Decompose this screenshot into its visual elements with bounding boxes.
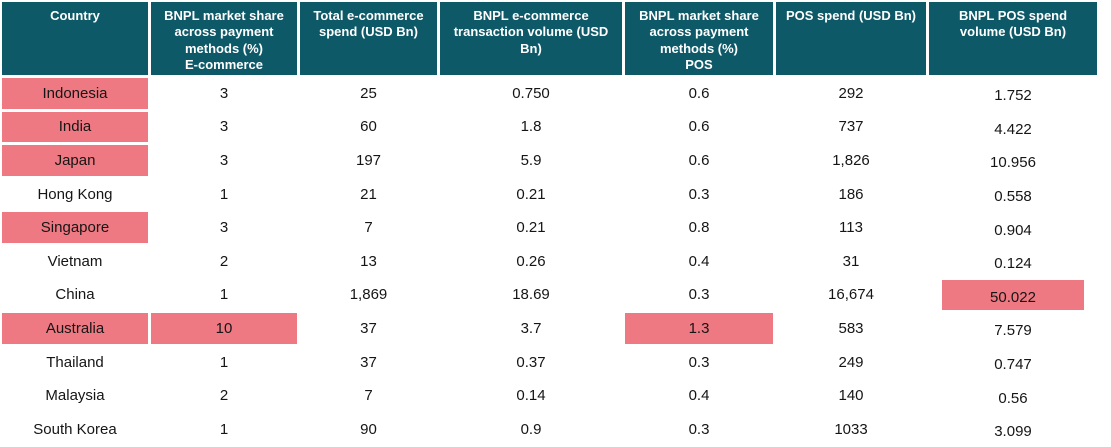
value-cell: 0.747 <box>929 346 1097 378</box>
value-cell: 4.422 <box>929 111 1097 143</box>
value-cell: 3.7 <box>440 313 622 344</box>
value-cell: 1.8 <box>440 111 622 143</box>
value-cell: 37 <box>300 346 437 378</box>
value-cell: 1 <box>151 346 297 378</box>
value-cell: 3.099 <box>929 413 1097 445</box>
column-header-sublabel: E-commerce <box>184 56 264 72</box>
value-cell: 1,869 <box>300 279 437 311</box>
value-cell: 2 <box>151 380 297 411</box>
country-cell: South Korea <box>2 413 148 445</box>
column-header-label: BNPL market share across payment methods… <box>639 8 759 56</box>
value-cell: 140 <box>776 380 926 411</box>
value-cell: 25 <box>300 78 437 109</box>
value-cell: 292 <box>776 78 926 109</box>
country-cell: Malaysia <box>2 380 148 411</box>
column-header-label: BNPL POS spend volume (USD Bn) <box>958 8 1068 40</box>
value-cell: 0.6 <box>625 78 773 109</box>
value-cell: 1.3 <box>625 313 773 344</box>
value-cell: 0.14 <box>440 380 622 411</box>
value-cell: 0.21 <box>440 178 622 210</box>
value-cell: 1 <box>151 279 297 311</box>
value-cell: 0.21 <box>440 212 622 243</box>
value-cell: 0.3 <box>625 346 773 378</box>
value-cell: 583 <box>776 313 926 344</box>
column-header: BNPL market share across payment methods… <box>625 2 773 75</box>
column-header-label: Country <box>50 8 100 23</box>
column-header: BNPL market share across payment methods… <box>151 2 297 75</box>
value-cell: 0.6 <box>625 145 773 176</box>
column-header-sublabel: POS <box>685 56 713 72</box>
value-cell: 90 <box>300 413 437 445</box>
value-cell: 2 <box>151 245 297 277</box>
value-cell: 1.752 <box>929 78 1097 109</box>
value-cell: 0.56 <box>929 380 1097 411</box>
value-cell: 16,674 <box>776 279 926 311</box>
value-cell: 5.9 <box>440 145 622 176</box>
value-cell: 60 <box>300 111 437 143</box>
value-cell: 0.37 <box>440 346 622 378</box>
value-cell: 37 <box>300 313 437 344</box>
value-cell: 0.558 <box>929 178 1097 210</box>
column-header: POS spend (USD Bn) <box>776 2 926 75</box>
value-cell: 7 <box>300 212 437 243</box>
value-cell: 1 <box>151 413 297 445</box>
value-cell: 31 <box>776 245 926 277</box>
value-cell: 186 <box>776 178 926 210</box>
value-cell: 1033 <box>776 413 926 445</box>
value-cell: 10.956 <box>929 145 1097 176</box>
value-cell: 0.4 <box>625 380 773 411</box>
column-header: BNPL POS spend volume (USD Bn) <box>929 2 1097 75</box>
value-cell: 0.8 <box>625 212 773 243</box>
value-cell: 3 <box>151 212 297 243</box>
column-header-label: POS spend (USD Bn) <box>785 8 916 23</box>
value-cell: 1,826 <box>776 145 926 176</box>
column-header-label: BNPL e-commerce transaction volume (USD … <box>453 8 609 56</box>
value-cell: 10 <box>151 313 297 344</box>
value-cell: 737 <box>776 111 926 143</box>
value-cell: 0.3 <box>625 413 773 445</box>
value-cell: 3 <box>151 78 297 109</box>
value-cell: 0.3 <box>625 279 773 311</box>
value-cell: 0.124 <box>929 245 1097 277</box>
value-cell: 0.6 <box>625 111 773 143</box>
country-cell: Australia <box>2 313 148 344</box>
country-cell: Indonesia <box>2 78 148 109</box>
value-cell: 0.750 <box>440 78 622 109</box>
value-cell: 1 <box>151 178 297 210</box>
value-cell: 13 <box>300 245 437 277</box>
value-cell: 197 <box>300 145 437 176</box>
column-header: Total e-commerce spend (USD Bn) <box>300 2 437 75</box>
column-header-label: BNPL market share across payment methods… <box>164 8 284 56</box>
value-cell: 21 <box>300 178 437 210</box>
country-cell: Hong Kong <box>2 178 148 210</box>
value-cell: 0.3 <box>625 178 773 210</box>
country-cell: China <box>2 279 148 311</box>
column-header-label: Total e-commerce spend (USD Bn) <box>313 8 424 40</box>
value-cell: 113 <box>776 212 926 243</box>
value-cell: 0.9 <box>440 413 622 445</box>
value-cell: 3 <box>151 111 297 143</box>
country-cell: India <box>2 111 148 143</box>
country-cell: Thailand <box>2 346 148 378</box>
value-cell: 7 <box>300 380 437 411</box>
value-cell: 3 <box>151 145 297 176</box>
value-cell: 0.904 <box>929 212 1097 243</box>
value-cell: 249 <box>776 346 926 378</box>
column-header: BNPL e-commerce transaction volume (USD … <box>440 2 622 75</box>
country-cell: Japan <box>2 145 148 176</box>
value-cell: 0.26 <box>440 245 622 277</box>
column-header: Country <box>2 2 148 75</box>
value-cell: 18.69 <box>440 279 622 311</box>
country-cell: Vietnam <box>2 245 148 277</box>
country-cell: Singapore <box>2 212 148 243</box>
value-cell: 0.4 <box>625 245 773 277</box>
value-cell: 50.022 <box>929 279 1097 311</box>
value-cell: 7.579 <box>929 313 1097 344</box>
